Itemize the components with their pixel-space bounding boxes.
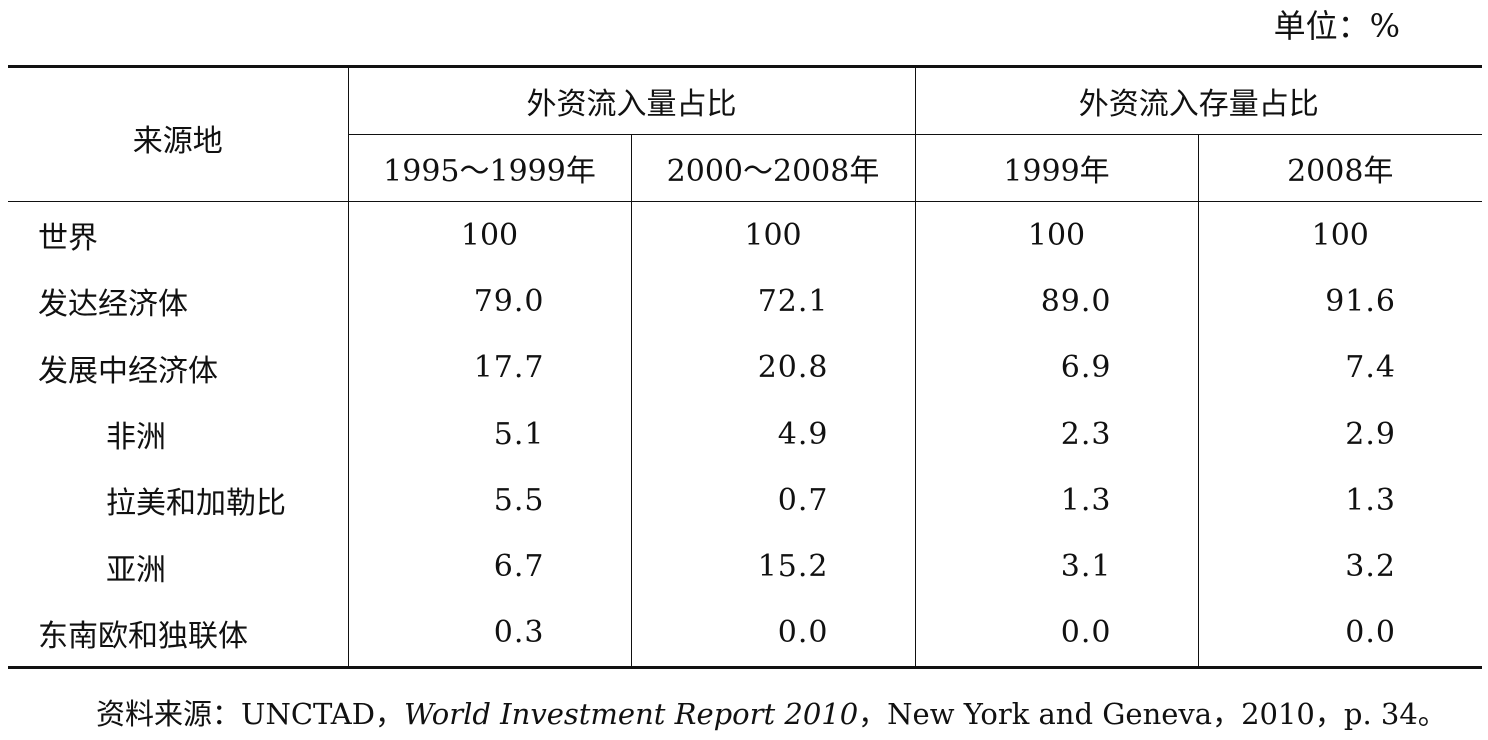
cell-value: 3.1 — [915, 533, 1199, 600]
row-label: 亚洲 — [8, 533, 349, 600]
cell-value: 2.9 — [1345, 416, 1396, 452]
cell-value: 20.8 — [631, 334, 916, 401]
row-label: 发展中经济体 — [8, 334, 349, 401]
row-label: 世界 — [8, 201, 349, 269]
table-row: 非洲 5.1 4.9 2.3 2.9 — [8, 400, 1482, 468]
table-row: 拉美和加勒比 5.5 0.7 1.3 1.3 — [8, 467, 1482, 534]
period-header-1995-1999: 1995～1999年 — [348, 134, 632, 202]
cell-value: 1.3 — [1345, 482, 1396, 518]
table-row: 东南欧和独联体 0.3 0.0 0.0 0.0 — [8, 599, 1482, 670]
row-label: 东南欧和独联体 — [8, 599, 349, 670]
cell-value: 0.7 — [631, 467, 916, 534]
cell-value: 100 — [348, 201, 632, 269]
source-suffix: ，New York and Geneva，2010，p. 34。 — [858, 697, 1447, 731]
table-row: 亚洲 6.7 15.2 3.1 3.2 — [8, 533, 1482, 600]
cell-value: 5.1 — [348, 400, 632, 468]
cell-value: 89.0 — [915, 268, 1199, 335]
cell-value: 6.7 — [348, 533, 632, 600]
cell-value: 91.6 — [1325, 283, 1396, 319]
cell-value: 2.3 — [915, 400, 1199, 468]
unit-label: 单位：% — [1273, 7, 1400, 45]
group-header-stock: 外资流入存量占比 — [915, 66, 1482, 135]
period-header-2000-2008: 2000～2008年 — [631, 134, 916, 202]
source-report-title: World Investment Report 2010 — [403, 697, 859, 731]
table-row: 发展中经济体 17.7 20.8 6.9 7.4 — [8, 334, 1482, 401]
cell-value: 79.0 — [348, 268, 632, 335]
row-header-source: 来源地 — [8, 66, 349, 202]
group-header-inflow: 外资流入量占比 — [348, 66, 916, 135]
cell-value: 0.0 — [631, 599, 916, 670]
cell-value: 0.0 — [915, 599, 1199, 670]
cell-value: 5.5 — [348, 467, 632, 534]
cell-value: 100 — [1311, 217, 1369, 253]
cell-value: 15.2 — [631, 533, 916, 600]
row-label: 非洲 — [8, 400, 349, 468]
period-header-2008: 2008年 — [1198, 134, 1482, 202]
cell-value: 3.2 — [1345, 549, 1396, 585]
cell-value: 0.3 — [348, 599, 632, 670]
cell-value: 6.9 — [915, 334, 1199, 401]
cell-value: 100 — [915, 201, 1199, 269]
cell-value: 72.1 — [631, 268, 916, 335]
source-note: 资料来源：UNCTAD，World Investment Report 2010… — [96, 694, 1447, 734]
row-label: 发达经济体 — [8, 268, 349, 335]
row-label: 拉美和加勒比 — [8, 467, 349, 534]
cell-value: 7.4 — [1345, 350, 1396, 386]
cell-value: 17.7 — [348, 334, 632, 401]
cell-value: 0.0 — [1198, 599, 1482, 670]
table-row: 世界 100 100 100 100 — [8, 201, 1482, 269]
source-prefix: 资料来源：UNCTAD， — [96, 697, 404, 731]
period-header-1999: 1999年 — [915, 134, 1199, 202]
fdi-share-table: 来源地 外资流入量占比 外资流入存量占比 1995～1999年 2000～200… — [8, 65, 1482, 670]
table-row: 发达经济体 79.0 72.1 89.0 91.6 — [8, 268, 1482, 335]
cell-value: 4.9 — [631, 400, 916, 468]
cell-value: 1.3 — [915, 467, 1199, 534]
cell-value: 100 — [631, 201, 916, 269]
